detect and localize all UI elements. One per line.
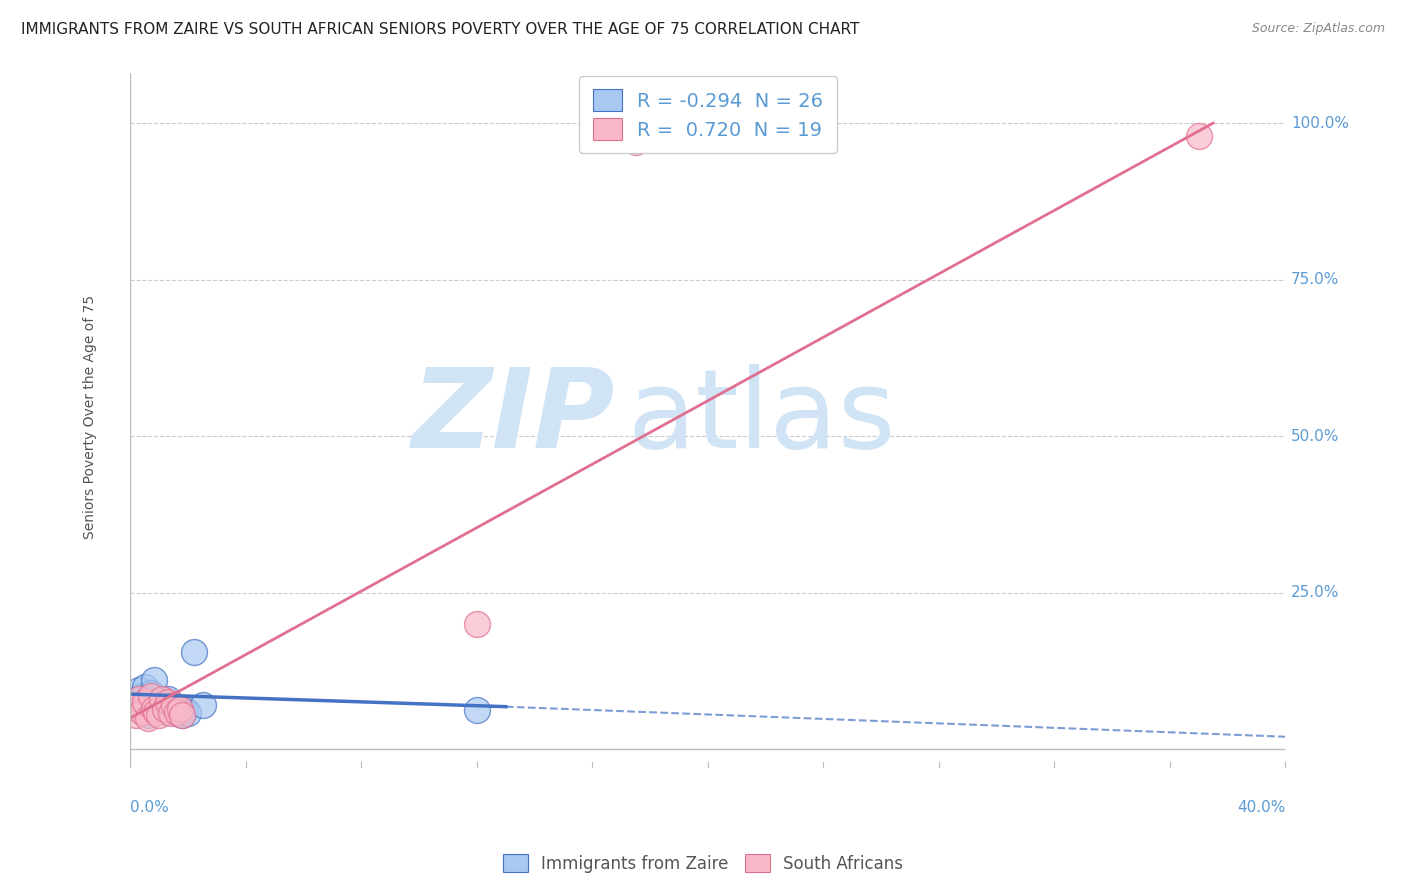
Point xyxy=(166,705,188,719)
Point xyxy=(169,701,191,715)
Point xyxy=(172,707,194,722)
Legend: Immigrants from Zaire, South Africans: Immigrants from Zaire, South Africans xyxy=(496,847,910,880)
Point xyxy=(122,699,145,714)
Point xyxy=(160,697,183,711)
Text: atlas: atlas xyxy=(627,364,896,471)
Point xyxy=(128,682,150,697)
Legend: R = -0.294  N = 26, R =  0.720  N = 19: R = -0.294 N = 26, R = 0.720 N = 19 xyxy=(579,76,837,153)
Text: Source: ZipAtlas.com: Source: ZipAtlas.com xyxy=(1251,22,1385,36)
Point xyxy=(166,706,188,720)
Point xyxy=(145,698,167,713)
Text: 75.0%: 75.0% xyxy=(1291,272,1340,287)
Point xyxy=(128,701,150,715)
Point xyxy=(174,703,197,717)
Point xyxy=(191,698,214,713)
Point xyxy=(156,692,179,706)
Point xyxy=(136,711,159,725)
Point xyxy=(125,692,148,706)
Point xyxy=(145,705,167,719)
Point xyxy=(172,707,194,722)
Point xyxy=(142,673,165,688)
Point xyxy=(122,698,145,713)
Point xyxy=(134,695,156,709)
Point xyxy=(153,701,176,715)
Point xyxy=(1188,128,1211,143)
Point xyxy=(142,701,165,715)
Point xyxy=(142,695,165,709)
Point xyxy=(136,707,159,722)
Point xyxy=(153,705,176,719)
Point xyxy=(183,645,205,659)
Text: 40.0%: 40.0% xyxy=(1237,799,1285,814)
Text: ZIP: ZIP xyxy=(412,364,616,471)
Text: 100.0%: 100.0% xyxy=(1291,116,1350,130)
Point xyxy=(128,692,150,706)
Point xyxy=(624,135,647,149)
Point xyxy=(163,698,186,713)
Text: 25.0%: 25.0% xyxy=(1291,585,1340,600)
Point xyxy=(156,695,179,709)
Point xyxy=(177,706,200,720)
Text: Seniors Poverty Over the Age of 75: Seniors Poverty Over the Age of 75 xyxy=(83,295,97,540)
Point xyxy=(169,703,191,717)
Point xyxy=(131,705,153,719)
Point xyxy=(150,695,173,709)
Text: IMMIGRANTS FROM ZAIRE VS SOUTH AFRICAN SENIORS POVERTY OVER THE AGE OF 75 CORREL: IMMIGRANTS FROM ZAIRE VS SOUTH AFRICAN S… xyxy=(21,22,859,37)
Point xyxy=(139,686,162,700)
Point xyxy=(150,692,173,706)
Point xyxy=(139,689,162,703)
Point xyxy=(125,707,148,722)
Point xyxy=(465,617,488,632)
Point xyxy=(134,705,156,719)
Point xyxy=(465,703,488,717)
Text: 0.0%: 0.0% xyxy=(131,799,169,814)
Point xyxy=(148,707,170,722)
Point xyxy=(163,699,186,714)
Point xyxy=(134,680,156,694)
Point xyxy=(148,701,170,715)
Point xyxy=(160,706,183,720)
Point xyxy=(131,689,153,703)
Text: 50.0%: 50.0% xyxy=(1291,429,1340,443)
